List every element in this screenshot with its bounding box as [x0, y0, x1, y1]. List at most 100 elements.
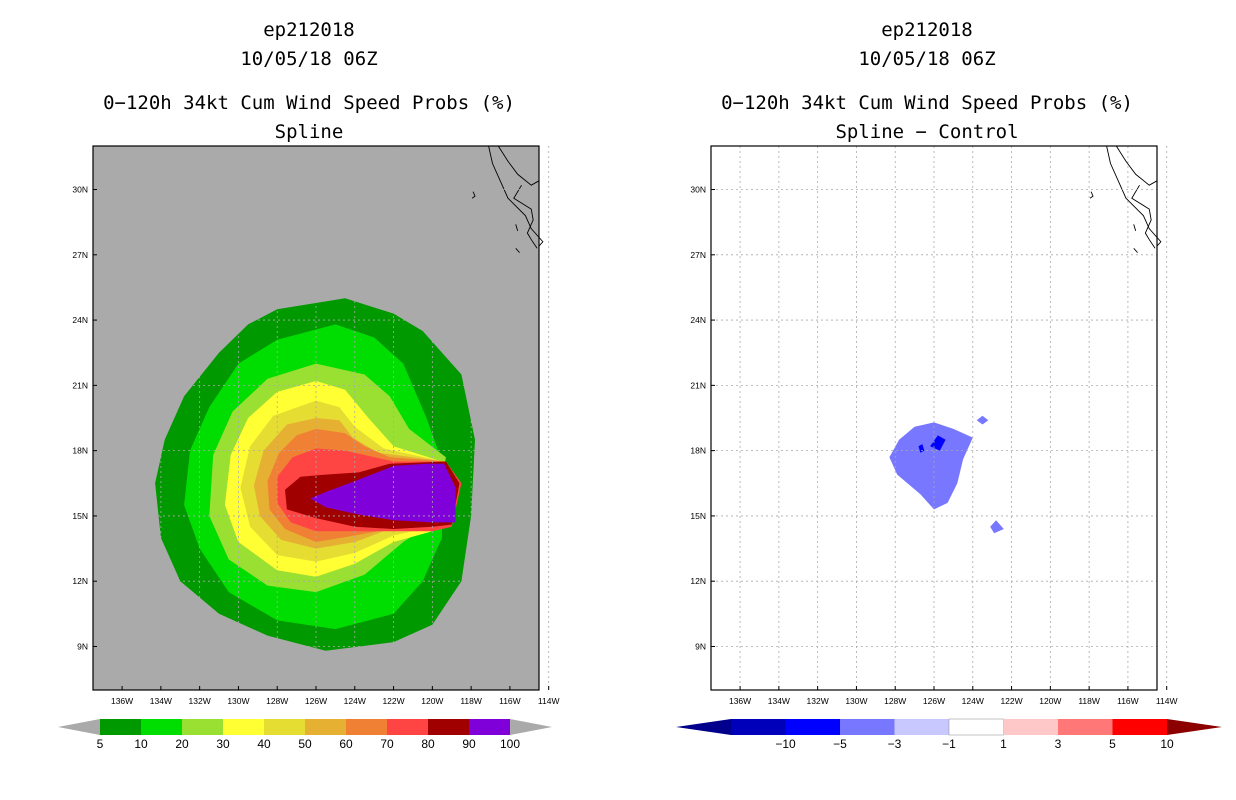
x-tick-label: 136W [729, 696, 751, 706]
x-tick-label: 116W [1117, 696, 1139, 706]
colorbar-triangle-right [510, 719, 552, 735]
x-tick-label: 132W [807, 696, 829, 706]
colorbar-triangle-left [58, 719, 100, 735]
probability-map-chart: 136W 134W 132W 130W 128W 126W 124W 122W 120W 118W… [58, 145, 560, 751]
colorbar-label: −10 [775, 737, 796, 751]
colorbar-swatch [469, 719, 510, 735]
difference-contour [790, 492, 799, 505]
y-tick-label: 30N [72, 185, 88, 195]
colorbar-swatch [731, 719, 786, 735]
colorbar-label: 1 [1000, 737, 1007, 751]
x-tick-label: 132W [189, 696, 211, 706]
storm-id-title: ep212018 [263, 19, 355, 41]
y-tick-label: 15N [690, 511, 706, 521]
difference-contour [976, 415, 989, 425]
x-tick-label: 114W [538, 696, 560, 706]
colorbar-swatch [785, 719, 840, 735]
difference-contour [827, 407, 853, 458]
coastline [1115, 145, 1158, 186]
y-tick-label: 21N [690, 380, 706, 390]
colorbar-label: 10 [1160, 737, 1174, 751]
x-tick-label: 124W [962, 696, 984, 706]
colorbar-swatch [1058, 719, 1113, 735]
right-panel: ep212018 10/05/18 06Z 0−120h 34kt Cum Wi… [618, 0, 1236, 800]
colorbar-swatch [840, 719, 895, 735]
x-tick-label: 118W [460, 696, 482, 706]
x-tick-label: 122W [382, 696, 404, 706]
y-tick-label: 18N [72, 446, 88, 456]
difference-contour [889, 422, 973, 510]
difference-contour [990, 520, 1004, 534]
colorbar-swatch [428, 719, 469, 735]
colorbar-swatch [1003, 719, 1058, 735]
island-outline [1133, 247, 1138, 253]
colorbar-swatch [346, 719, 387, 735]
y-tick-label: 21N [72, 380, 88, 390]
product-title: 0−120h 34kt Cum Wind Speed Probs (%) [721, 92, 1133, 114]
y-tick-label: 15N [72, 511, 88, 521]
island-outline [1089, 191, 1094, 199]
x-tick-label: 126W [305, 696, 327, 706]
coastline [1131, 184, 1156, 249]
island-outline [471, 191, 476, 199]
product-title: 0−120h 34kt Cum Wind Speed Probs (%) [103, 92, 515, 114]
coastline [1106, 145, 1162, 247]
x-tick-label: 134W [150, 696, 172, 706]
colorbar-label: 3 [1055, 737, 1062, 751]
colorbar-swatch [100, 719, 141, 735]
y-tick-label: 12N [72, 576, 88, 586]
datetime-title: 10/05/18 06Z [240, 48, 378, 70]
y-tick-label: 27N [690, 250, 706, 260]
colorbar-swatch [264, 719, 305, 735]
colorbar-label: 100 [500, 737, 520, 751]
x-tick-label: 122W [1000, 696, 1022, 706]
x-tick-label: 128W [266, 696, 288, 706]
x-tick-label: 130W [227, 696, 249, 706]
map-frame [710, 145, 1158, 691]
map-frame [92, 145, 540, 691]
colorbar-label: −1 [942, 737, 956, 751]
method-title: Spline [274, 121, 344, 143]
colorbar-label: 5 [97, 737, 104, 751]
colorbar-label: 30 [216, 737, 230, 751]
x-tick-label: 120W [421, 696, 443, 706]
colorbar-triangle-left [676, 719, 731, 735]
island-outline [515, 224, 519, 231]
colorbar-label: 60 [339, 737, 353, 751]
x-tick-label: 128W [884, 696, 906, 706]
x-tick-label: 124W [344, 696, 366, 706]
x-tick-label: 118W [1078, 696, 1100, 706]
colorbar-swatch [223, 719, 264, 735]
colorbar-label: 40 [257, 737, 271, 751]
x-tick-label: 114W [1156, 696, 1178, 706]
colorbar-triangle-right [1167, 719, 1222, 735]
colorbar-label: −5 [833, 737, 847, 751]
colorbar-swatch [305, 719, 346, 735]
colorbar-swatch [182, 719, 223, 735]
datetime-title: 10/05/18 06Z [858, 48, 996, 70]
probability-contour-90 [310, 463, 456, 523]
x-tick-label: 126W [923, 696, 945, 706]
colorbar-label: 5 [1109, 737, 1116, 751]
storm-id-title: ep212018 [881, 19, 973, 41]
y-tick-label: 24N [690, 315, 706, 325]
colorbar-swatch [894, 719, 949, 735]
island-outline [515, 247, 520, 253]
colorbar-label: 50 [298, 737, 312, 751]
y-tick-label: 9N [77, 641, 88, 651]
colorbar-swatch [948, 718, 1004, 736]
coastline [513, 184, 538, 249]
colorbar-swatch [1112, 719, 1167, 735]
colorbar-label: 20 [175, 737, 189, 751]
x-tick-label: 116W [499, 696, 521, 706]
colorbar-label: 80 [421, 737, 435, 751]
colorbar-label: −3 [888, 737, 902, 751]
colorbar-label: 90 [462, 737, 476, 751]
x-tick-label: 120W [1039, 696, 1061, 706]
x-tick-label: 134W [768, 696, 790, 706]
left-panel: ep212018 10/05/18 06Z 0−120h 34kt Cum Wi… [58, 19, 560, 751]
method-title: Spline − Control [835, 121, 1019, 143]
y-tick-label: 24N [72, 315, 88, 325]
x-tick-label: 130W [845, 696, 867, 706]
y-tick-label: 30N [690, 185, 706, 195]
